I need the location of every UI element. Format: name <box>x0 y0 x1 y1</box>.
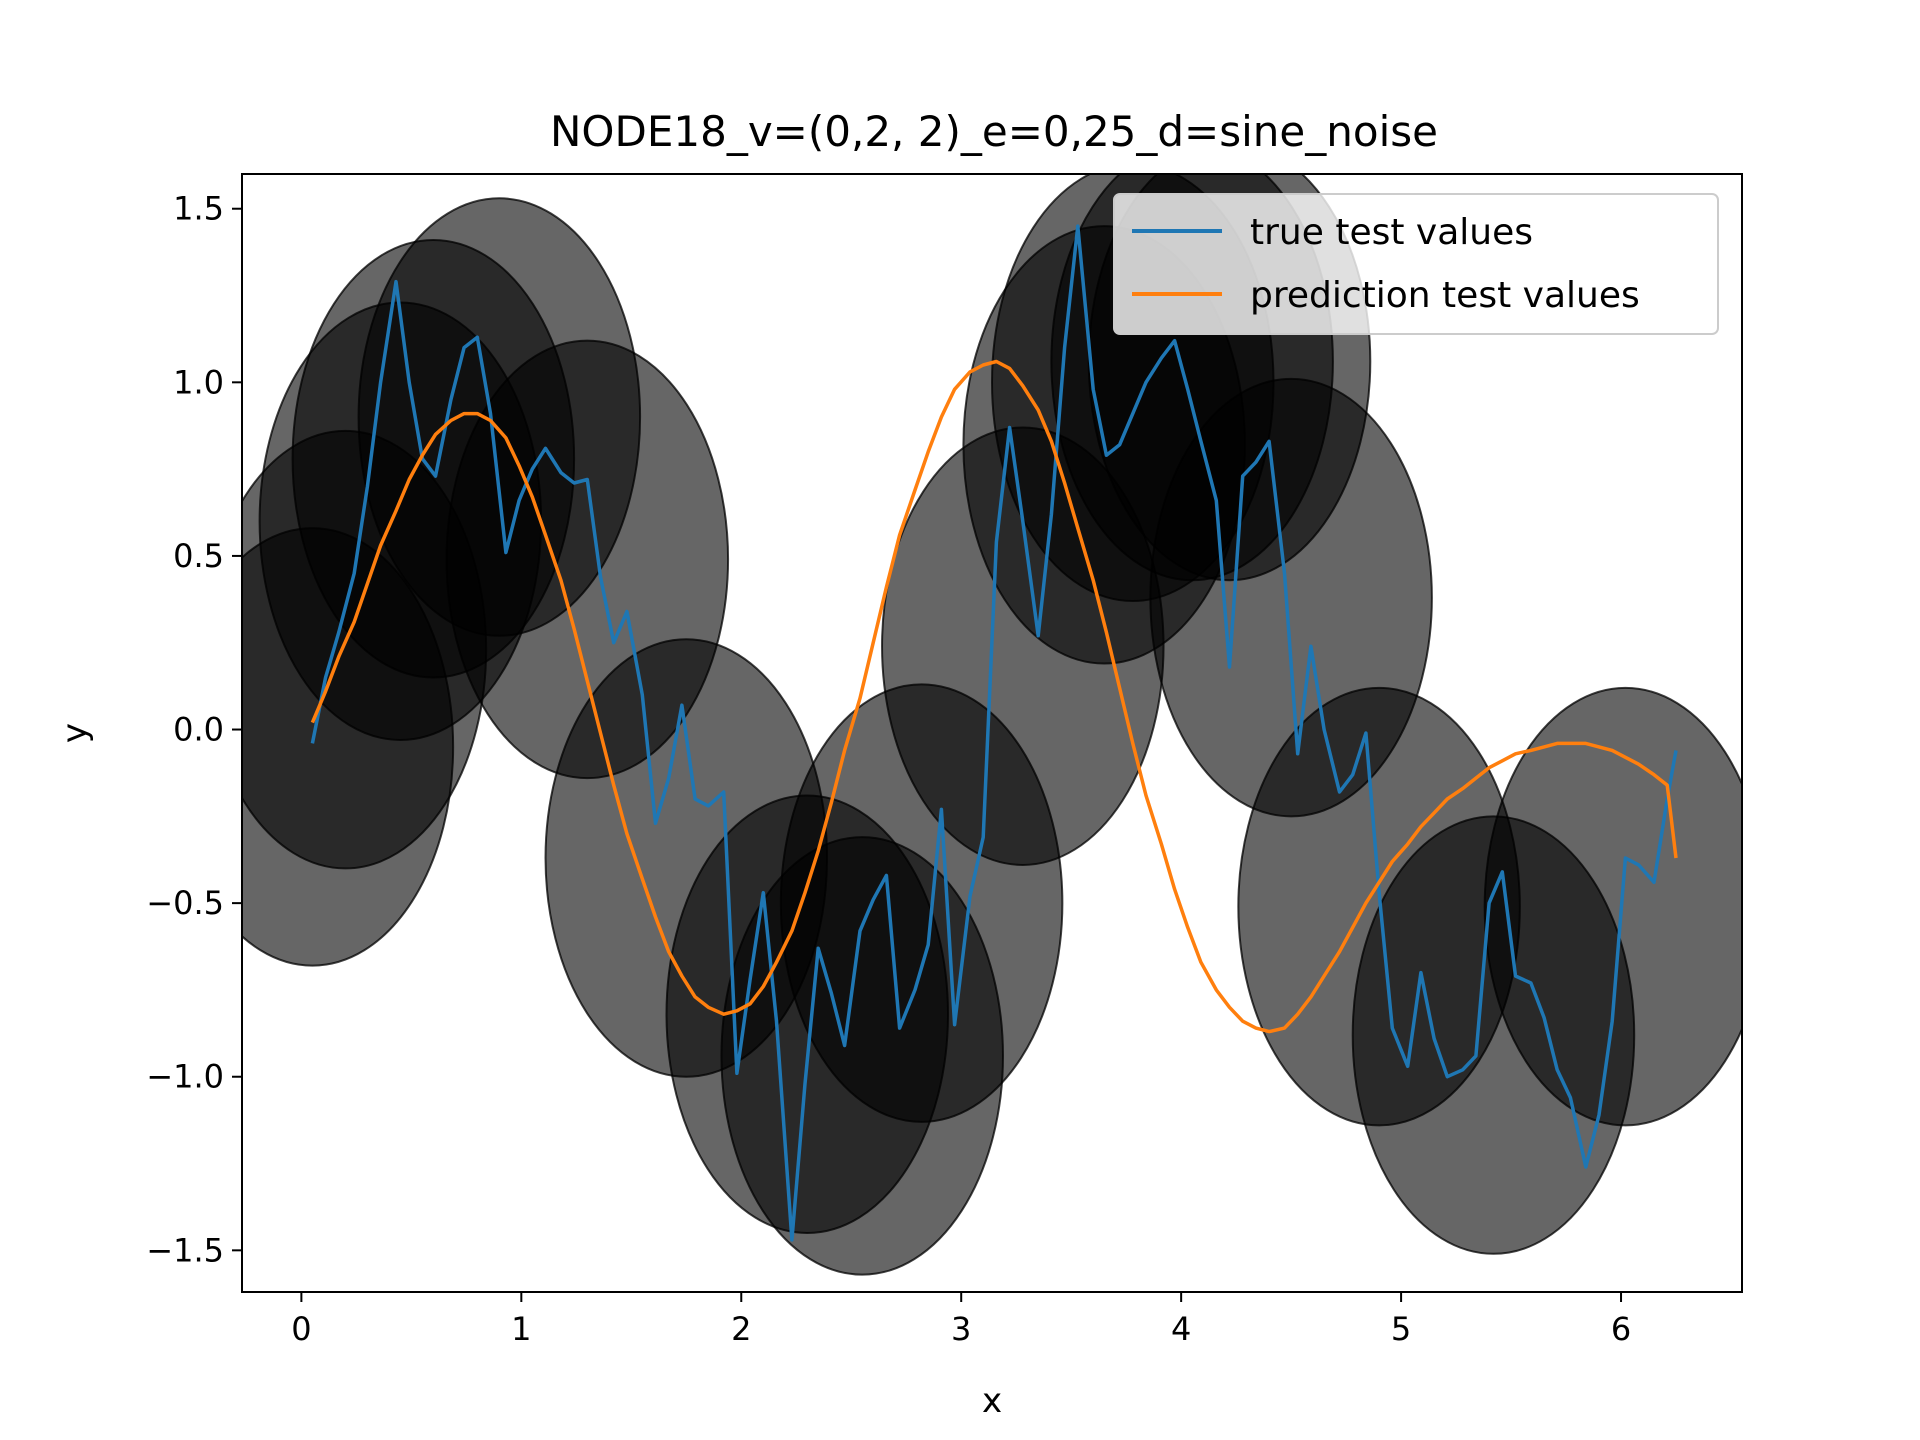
uncertainty-ellipses <box>242 174 1742 1276</box>
legend: true test values prediction test values <box>1113 193 1719 335</box>
x-tick-label: 1 <box>511 1310 531 1348</box>
x-tick-label: 6 <box>1611 1310 1631 1348</box>
y-tick-label: 1.0 <box>173 363 224 401</box>
uncertainty-ellipse-18 <box>1483 686 1742 1127</box>
plot-frame <box>241 173 1743 1293</box>
x-tick-label: 0 <box>291 1310 311 1348</box>
y-tick-label: −1.0 <box>146 1058 224 1096</box>
legend-label-prediction: prediction test values <box>1250 275 1640 316</box>
legend-label-true: true test values <box>1250 212 1533 253</box>
y-tick-label: −1.5 <box>146 1231 224 1269</box>
x-axis-ticks: 0 1 2 3 4 5 6 <box>291 1292 1631 1348</box>
y-tick-label: 1.5 <box>173 190 224 228</box>
x-axis-label: x <box>982 1381 1002 1421</box>
x-tick-label: 4 <box>1171 1310 1191 1348</box>
x-tick-label: 5 <box>1391 1310 1411 1348</box>
y-axis-label: y <box>55 723 95 743</box>
y-axis-ticks: −1.5 −1.0 −0.5 0.0 0.5 1.0 1.5 <box>146 190 242 1269</box>
y-tick-label: −0.5 <box>146 884 224 922</box>
x-tick-label: 3 <box>951 1310 971 1348</box>
x-tick-label: 2 <box>731 1310 751 1348</box>
series-line-0 <box>310 224 1678 1242</box>
y-tick-label: 0.5 <box>173 537 224 575</box>
chart-title: NODE18_v=(0,2, 2)_e=0,25_d=sine_noise <box>550 107 1438 156</box>
legend-box <box>1113 193 1719 335</box>
series-lines <box>310 224 1678 1242</box>
y-tick-label: 0.0 <box>173 711 224 749</box>
series-line-1 <box>310 359 1678 1034</box>
